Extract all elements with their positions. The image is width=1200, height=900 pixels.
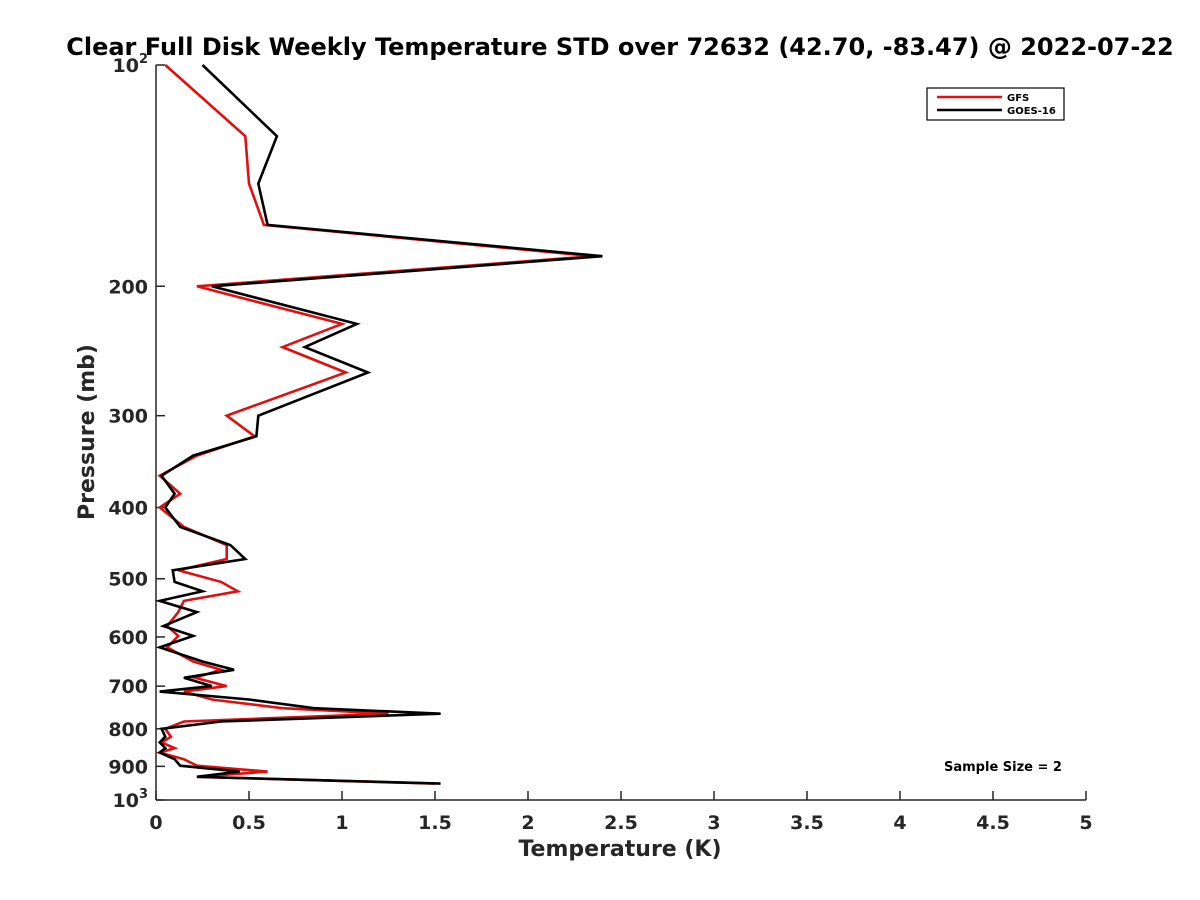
x-tick-label: 4.5 (976, 812, 1010, 834)
x-tick-label: 3.5 (790, 812, 824, 834)
y-tick-label: 103 (113, 787, 149, 812)
x-tick-label: 4 (893, 812, 906, 834)
x-tick-label: 0.5 (232, 812, 266, 834)
y-ticks: 102 200 300 400 500 600 700 800 900 103 (108, 52, 165, 812)
sample-size-annotation: Sample Size = 2 (944, 760, 1062, 775)
x-ticks: 0 0.5 1 1.5 2 2.5 3 3.5 4 4.5 5 (149, 791, 1093, 834)
series-line-gfs (154, 64, 594, 785)
y-tick-label: 700 (108, 676, 148, 698)
legend-label-goes16: GOES-16 (1007, 106, 1056, 117)
plot-area (155, 65, 1086, 801)
series-line-goes16 (154, 64, 603, 785)
x-tick-label: 0 (149, 812, 162, 834)
legend-box (926, 87, 1065, 121)
x-tick-label: 5 (1079, 812, 1092, 834)
y-tick-label: 600 (108, 627, 148, 649)
x-tick-label: 2 (521, 812, 534, 834)
x-tick-label: 1.5 (418, 812, 452, 834)
x-tick-label: 2.5 (604, 812, 638, 834)
y-tick-label: 900 (108, 756, 148, 778)
y-tick-label: 200 (108, 276, 148, 298)
legend-label-gfs: GFS (1007, 93, 1029, 104)
y-tick-label: 400 (108, 498, 148, 520)
y-tick-label: 300 (108, 406, 148, 428)
x-tick-label: 3 (707, 812, 720, 834)
y-tick-label: 500 (108, 569, 148, 591)
legend: GFS GOES-16 (926, 87, 1065, 121)
x-tick-label: 1 (335, 812, 348, 834)
y-tick-label: 800 (108, 719, 148, 741)
chart-title: Clear Full Disk Weekly Temperature STD o… (66, 33, 1174, 61)
y-axis-title: Pressure (mb) (75, 344, 100, 520)
series-layer (154, 64, 603, 785)
x-axis-title: Temperature (K) (518, 837, 721, 862)
y-tick-label: 102 (113, 52, 149, 77)
